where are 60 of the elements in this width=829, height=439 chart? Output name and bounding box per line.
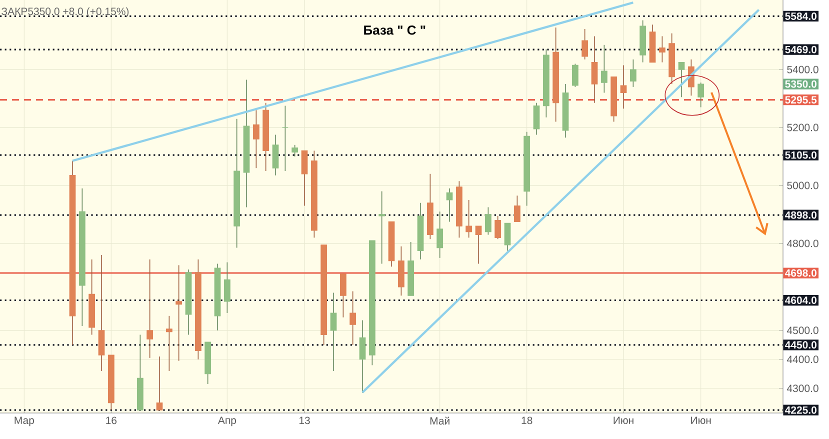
x-tick-label: Июн bbox=[691, 416, 711, 424]
candlestick bbox=[494, 216, 502, 240]
candlestick bbox=[484, 206, 492, 236]
x-tick-label: 16 bbox=[106, 416, 117, 424]
ref-line-label: 5469.0 bbox=[785, 46, 816, 54]
y-tick-label: 5200.0 bbox=[787, 124, 818, 132]
candlestick bbox=[272, 134, 279, 176]
candlestick bbox=[504, 222, 511, 252]
candlestick bbox=[378, 190, 386, 264]
text: База " С " bbox=[364, 26, 426, 35]
candlestick bbox=[446, 188, 453, 222]
ref-line-label: 4450.0 bbox=[784, 341, 816, 349]
candlestick bbox=[678, 62, 685, 98]
candlestick bbox=[359, 320, 366, 394]
ref-line-label: 4225.0 bbox=[784, 406, 816, 414]
x-tick-label: Май bbox=[430, 416, 450, 425]
y-tick-label: 4300.0 bbox=[786, 384, 818, 392]
text: 5350.0 bbox=[785, 80, 816, 88]
candlestick bbox=[436, 211, 444, 258]
y-tick-label: 4500.0 bbox=[786, 326, 818, 334]
y-tick-label: 4800.0 bbox=[786, 240, 818, 248]
y-tick-label: 5000.0 bbox=[787, 182, 818, 190]
candlestick bbox=[466, 200, 472, 238]
candlestick bbox=[572, 63, 578, 88]
x-tick-label: Апр bbox=[218, 416, 236, 426]
candlestick bbox=[591, 36, 598, 104]
x-tick-label: Мар bbox=[14, 416, 34, 426]
candlestick bbox=[620, 64, 627, 110]
y-tick-label: 5400.0 bbox=[787, 66, 818, 74]
candlestick bbox=[146, 258, 154, 358]
candlestick bbox=[156, 356, 163, 410]
candlestick bbox=[630, 59, 636, 88]
candlestick bbox=[176, 264, 182, 362]
candlestick bbox=[658, 36, 666, 63]
candlestick bbox=[340, 273, 346, 318]
candlestick bbox=[282, 105, 288, 172]
x-tick-label: Июн bbox=[614, 416, 634, 424]
x-tick-label: 13 bbox=[299, 416, 310, 424]
ref-line-label: 5584.0 bbox=[785, 12, 816, 20]
candlestick bbox=[330, 292, 337, 372]
candlestick bbox=[301, 150, 308, 206]
candlestick bbox=[582, 28, 588, 60]
candlestick bbox=[514, 195, 520, 222]
candlestick bbox=[600, 44, 608, 94]
ref-line-label: 4698.0 bbox=[784, 269, 816, 277]
candlestick bbox=[292, 144, 298, 157]
candlestick bbox=[698, 82, 704, 108]
candlestick bbox=[166, 316, 172, 372]
annotation: ЗАКР5350.0 +8.0 (+0.15%) bbox=[2, 7, 129, 18]
candlestick bbox=[350, 290, 356, 346]
ref-line-label: 5295.5 bbox=[785, 96, 817, 104]
candlestick bbox=[252, 110, 260, 168]
x-tick-label: 18 bbox=[522, 416, 532, 424]
y-tick-label: 4400.0 bbox=[786, 356, 818, 364]
ref-line-label: 5105.0 bbox=[785, 151, 816, 159]
candlestick bbox=[475, 226, 482, 264]
candlestick bbox=[224, 262, 230, 314]
candlestick bbox=[533, 102, 540, 136]
ref-line-label: 4604.0 bbox=[784, 296, 816, 304]
ref-line-label: 4898.0 bbox=[784, 211, 816, 219]
